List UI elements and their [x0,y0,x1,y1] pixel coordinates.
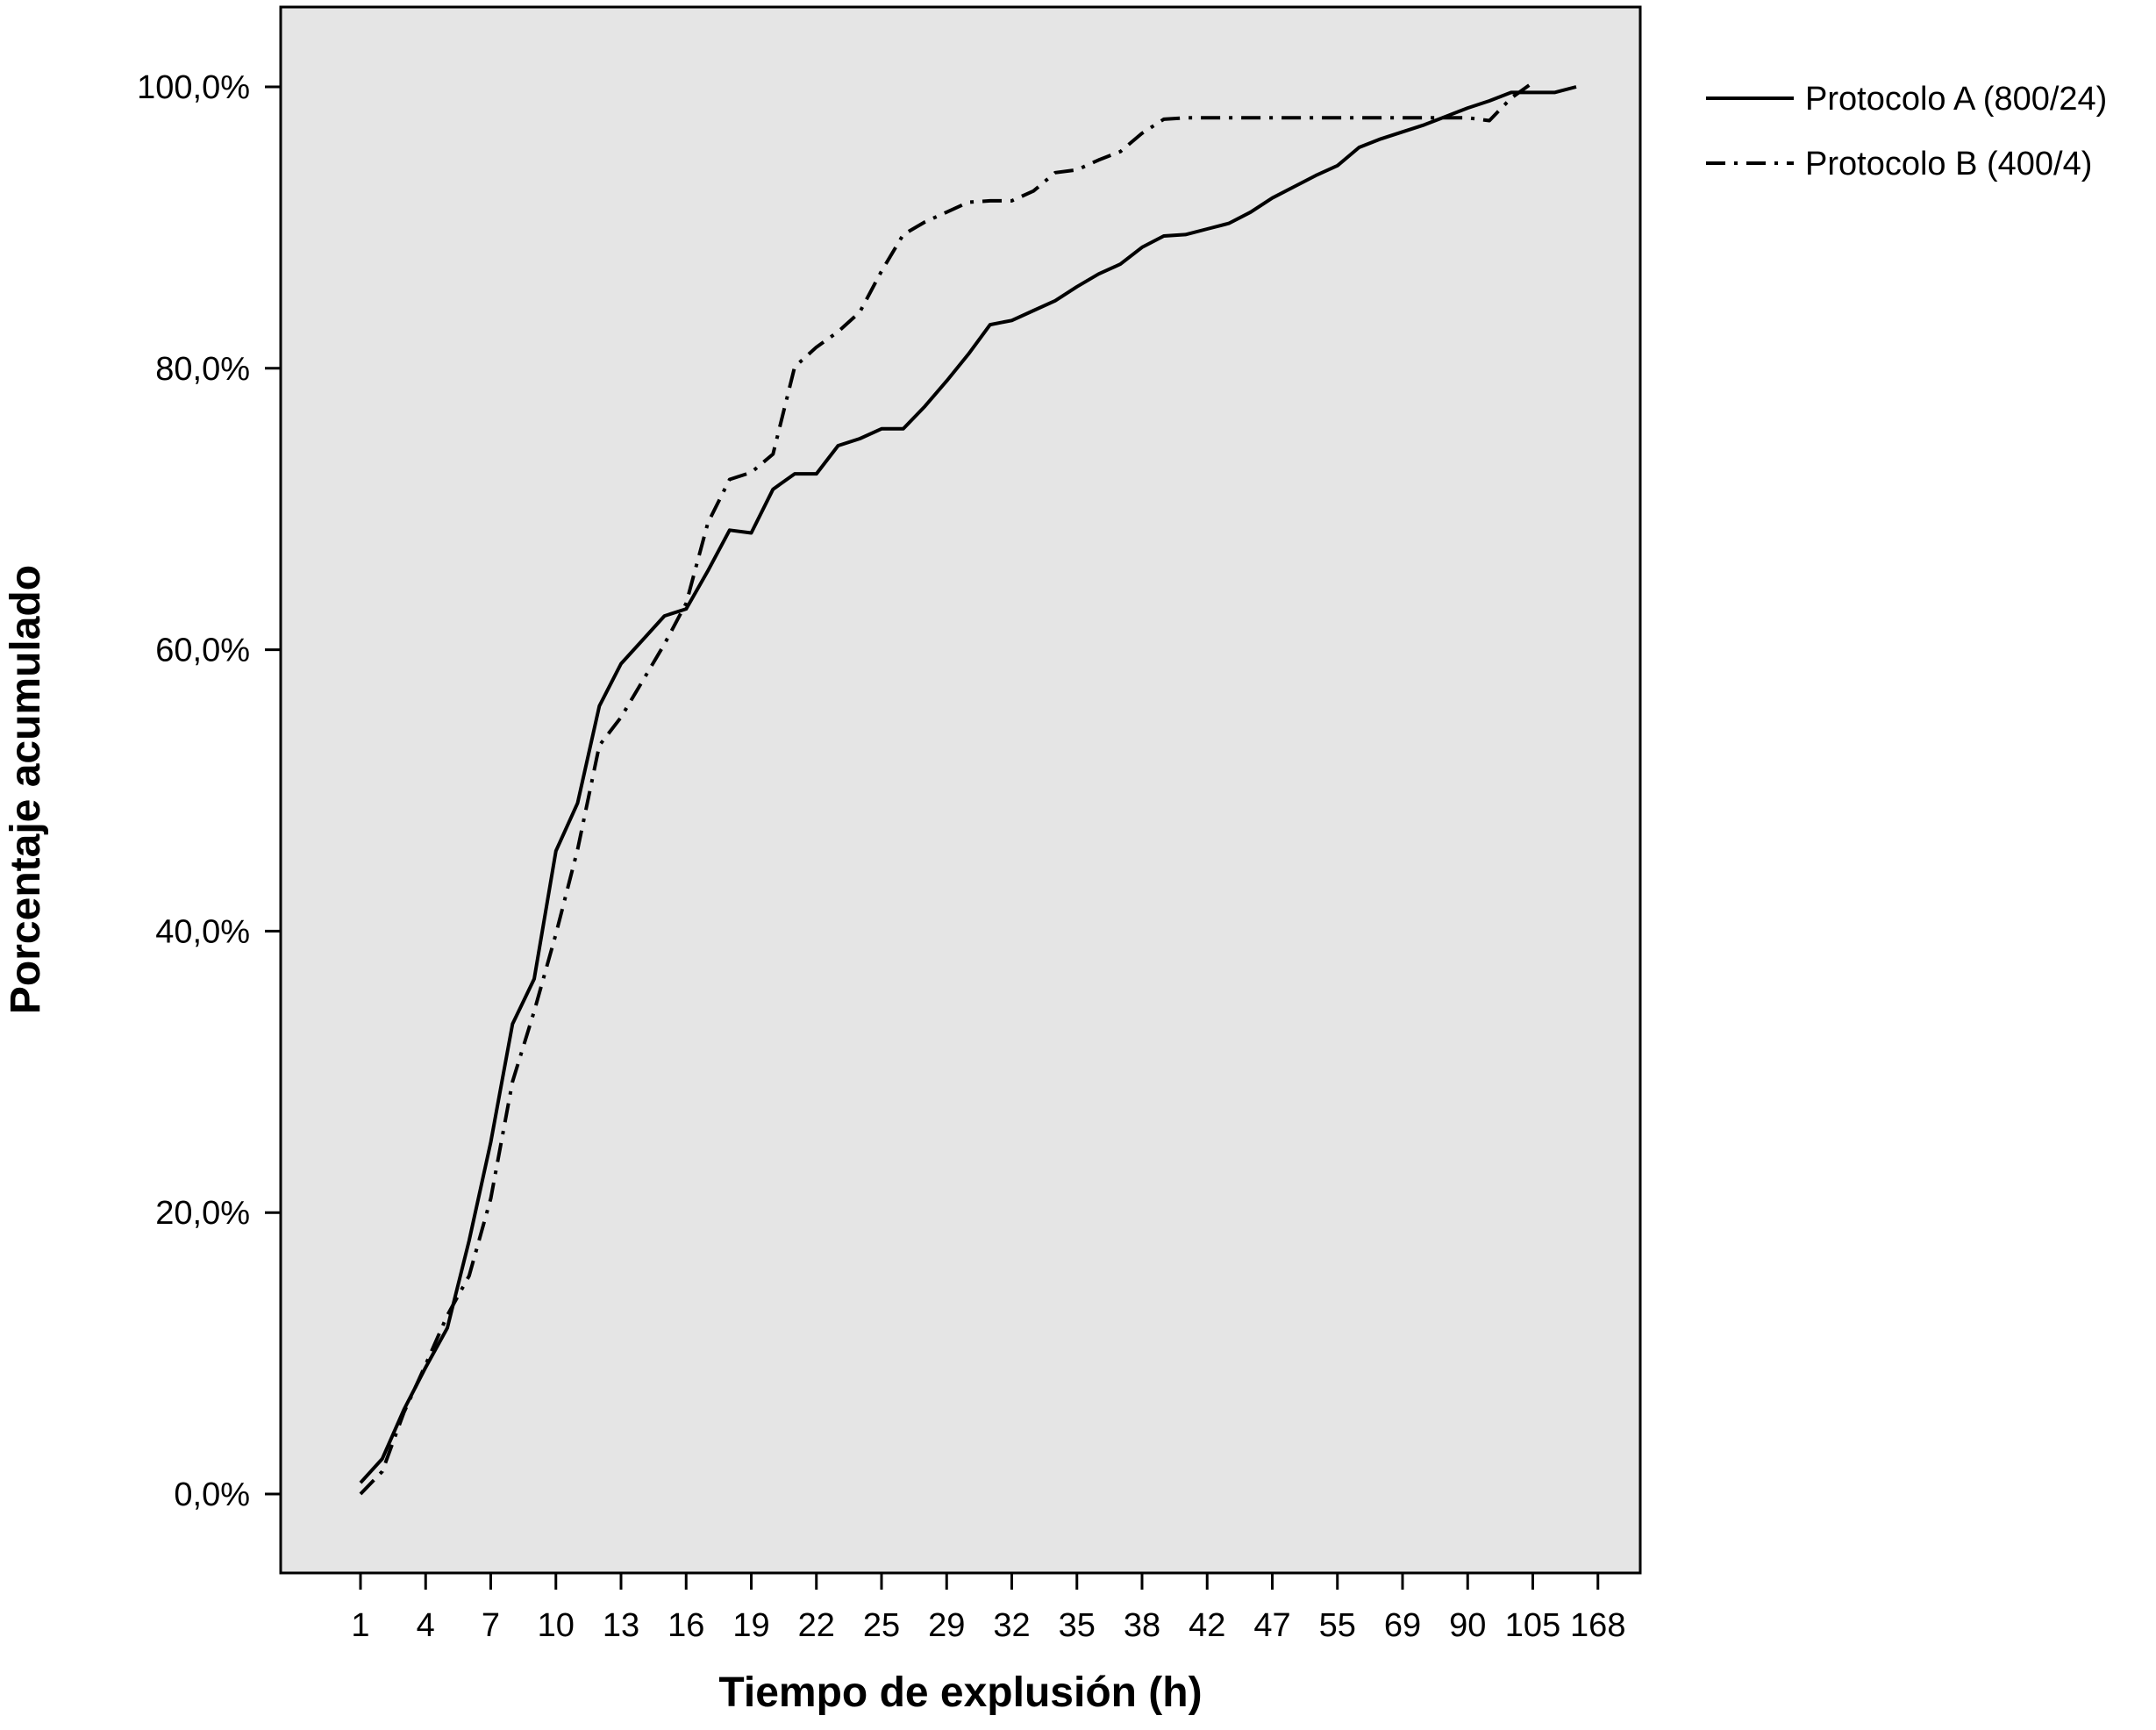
y-axis-title: Porcentaje acumulado [3,565,49,1014]
y-tick-label: 0,0% [174,1476,250,1513]
y-tick-label: 100,0% [137,69,250,106]
x-tick-label: 32 [993,1607,1030,1644]
x-tick-label: 168 [1570,1607,1625,1644]
y-tick-label: 80,0% [155,351,250,388]
x-tick-label: 13 [603,1607,639,1644]
x-tick-label: 69 [1384,1607,1421,1644]
x-tick-label: 25 [863,1607,900,1644]
y-axis: 0,0% 20,0% 40,0% 60,0% 80,0% 100,0% [137,69,281,1513]
x-tick-label: 38 [1124,1607,1160,1644]
legend-label: Protocolo B (400/4) [1805,146,2092,182]
x-tick-label: 105 [1505,1607,1560,1644]
y-tick-label: 40,0% [155,913,250,950]
x-tick-label: 16 [668,1607,704,1644]
plot-area [279,5,1642,1575]
x-tick-label: 19 [732,1607,769,1644]
x-tick-label: 10 [538,1607,575,1644]
x-axis-title: Tiempo de explusión (h) [718,1669,1202,1716]
x-tick-label: 4 [417,1607,435,1644]
x-tick-label: 90 [1449,1607,1486,1644]
x-axis: 1 4 7 10 13 16 19 22 25 29 32 35 38 42 47 55 69 90 105 168 [351,1573,1625,1644]
x-tick-label: 1 [351,1607,369,1644]
series-line-protocolo-b [359,81,1534,1496]
series-layer [359,81,1577,1496]
x-tick-label: 47 [1253,1607,1290,1644]
y-tick-label: 20,0% [155,1195,250,1232]
legend-label: Protocolo A (800/24) [1805,81,2107,118]
y-tick-label: 60,0% [155,633,250,669]
x-tick-label: 7 [482,1607,500,1644]
series-line-protocolo-a [359,85,1577,1484]
x-tick-label: 22 [798,1607,835,1644]
x-tick-label: 35 [1059,1607,1096,1644]
legend: Protocolo A (800/24) Protocolo B (400/4) [1706,81,2107,182]
x-tick-label: 42 [1189,1607,1225,1644]
x-tick-label: 29 [928,1607,965,1644]
x-tick-label: 55 [1319,1607,1356,1644]
